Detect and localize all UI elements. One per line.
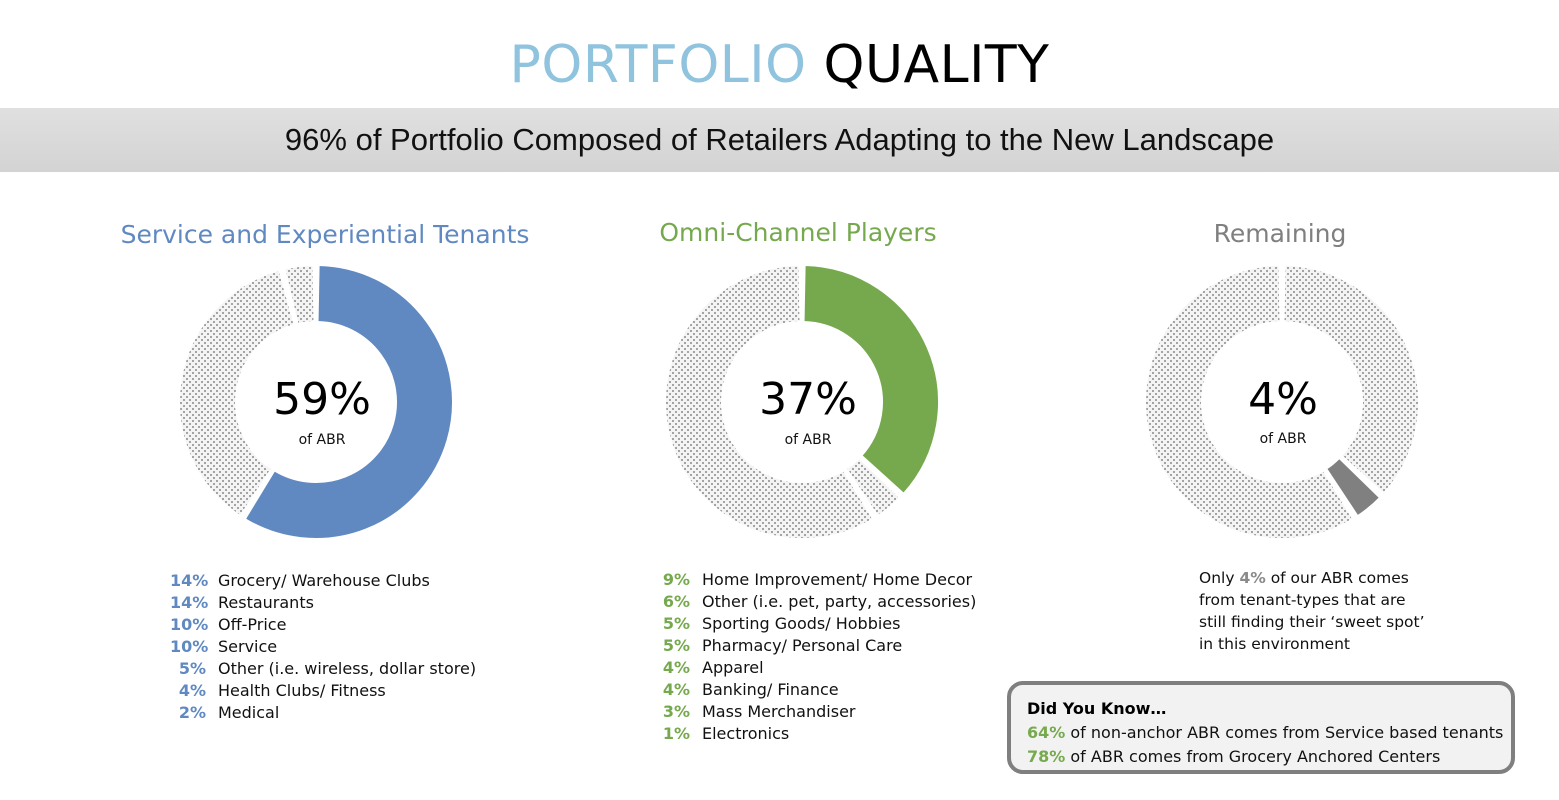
remaining-other-slice xyxy=(1282,264,1420,496)
breakdown-label: Apparel xyxy=(702,658,764,677)
breakdown-row: 10% Off-Price xyxy=(170,614,500,636)
breakdown-label: Off-Price xyxy=(218,615,287,634)
service-breakdown-list: 14% Grocery/ Warehouse Clubs 14% Restaurant… xyxy=(170,570,500,724)
breakdown-value: 5% xyxy=(662,636,690,655)
breakdown-label: Grocery/ Warehouse Clubs xyxy=(218,571,430,590)
remaining-note-suffix: of our ABR comes from tenant-types that … xyxy=(1199,569,1425,653)
breakdown-row: 3% Mass Merchandiser xyxy=(654,701,994,723)
breakdown-label: Mass Merchandiser xyxy=(702,702,856,721)
breakdown-row: 5% Other (i.e. wireless, dollar store) xyxy=(170,658,500,680)
did-you-know-text: of ABR comes from Grocery Anchored Cente… xyxy=(1065,747,1441,766)
breakdown-label: Banking/ Finance xyxy=(702,680,839,699)
breakdown-value: 1% xyxy=(662,724,690,743)
remaining-note-highlight: 4% xyxy=(1239,569,1266,587)
omni-center-label: of ABR xyxy=(784,432,832,448)
service-center-value: 59% xyxy=(273,374,371,425)
breakdown-label: Medical xyxy=(218,703,280,722)
breakdown-label: Other (i.e. wireless, dollar store) xyxy=(218,659,477,678)
breakdown-value: 10% xyxy=(170,637,209,656)
breakdown-row: 5% Pharmacy/ Personal Care xyxy=(654,635,994,657)
breakdown-label: Pharmacy/ Personal Care xyxy=(702,636,903,655)
breakdown-value: 5% xyxy=(662,614,690,633)
breakdown-row: 4% Banking/ Finance xyxy=(654,679,994,701)
did-you-know-line: 64% of non-anchor ABR comes from Service… xyxy=(1027,721,1511,745)
did-you-know-value: 78% xyxy=(1027,747,1066,766)
breakdown-label: Home Improvement/ Home Decor xyxy=(702,570,973,589)
did-you-know-line: 78% of ABR comes from Grocery Anchored C… xyxy=(1027,745,1511,769)
omni-breakdown-list: 9% Home Improvement/ Home Decor 6% Other (i… xyxy=(654,569,994,745)
breakdown-row: 9% Home Improvement/ Home Decor xyxy=(654,569,994,591)
omni-chart-title: Omni-Channel Players xyxy=(659,218,937,247)
remaining-center-label: of ABR xyxy=(1259,431,1307,447)
breakdown-label: Restaurants xyxy=(218,593,314,612)
breakdown-value: 9% xyxy=(662,570,690,589)
remaining-center-value: 4% xyxy=(1248,374,1318,425)
remaining-chart-title: Remaining xyxy=(1213,219,1347,248)
omni-center-value: 37% xyxy=(759,374,857,425)
breakdown-value: 4% xyxy=(662,658,690,677)
breakdown-row: 5% Sporting Goods/ Hobbies xyxy=(654,613,994,635)
breakdown-label: Service xyxy=(218,637,278,656)
breakdown-label: Sporting Goods/ Hobbies xyxy=(702,614,901,633)
page-title-part2: QUALITY xyxy=(823,35,1050,95)
breakdown-value: 14% xyxy=(170,593,209,612)
service-other-slice xyxy=(178,268,296,518)
breakdown-row: 14% Restaurants xyxy=(170,592,500,614)
breakdown-row: 1% Electronics xyxy=(654,723,994,745)
breakdown-value: 6% xyxy=(662,592,690,611)
breakdown-value: 3% xyxy=(662,702,690,721)
page-title-part1: PORTFOLIO xyxy=(509,35,807,95)
breakdown-row: 4% Health Clubs/ Fitness xyxy=(170,680,500,702)
breakdown-value: 14% xyxy=(170,571,209,590)
breakdown-row: 10% Service xyxy=(170,636,500,658)
did-you-know-value: 64% xyxy=(1027,723,1066,742)
breakdown-value: 4% xyxy=(178,681,206,700)
did-you-know-text: of non-anchor ABR comes from Service bas… xyxy=(1065,723,1504,742)
did-you-know-heading: Did You Know… xyxy=(1027,699,1167,718)
omni-highlight-slice xyxy=(802,264,940,496)
omni-other-slice xyxy=(844,456,902,518)
service-highlight-slice xyxy=(243,264,454,540)
breakdown-value: 10% xyxy=(170,615,209,634)
banner: 96% of Portfolio Composed of Retailers A… xyxy=(0,108,1559,172)
breakdown-value: 5% xyxy=(178,659,206,678)
breakdown-label: Electronics xyxy=(702,724,790,743)
breakdown-label: Other (i.e. pet, party, accessories) xyxy=(702,592,977,611)
remaining-other-slice xyxy=(1143,264,1355,540)
breakdown-row: 2% Medical xyxy=(170,702,500,724)
breakdown-row: 14% Grocery/ Warehouse Clubs xyxy=(170,570,500,592)
remaining-note-prefix: Only xyxy=(1199,569,1240,587)
service-other-slice xyxy=(283,264,316,326)
breakdown-label: Health Clubs/ Fitness xyxy=(218,681,386,700)
breakdown-row: 6% Other (i.e. pet, party, accessories) xyxy=(654,591,994,613)
breakdown-row: 4% Apparel xyxy=(654,657,994,679)
service-center-label: of ABR xyxy=(298,432,346,448)
banner-text: 96% of Portfolio Composed of Retailers A… xyxy=(284,122,1275,157)
page-title: PORTFOLIO QUALITY xyxy=(0,30,1559,100)
service-chart-title: Service and Experiential Tenants xyxy=(120,220,530,249)
breakdown-value: 4% xyxy=(662,680,690,699)
remaining-note: Only 4% of our ABR comes from tenant-typ… xyxy=(1199,567,1429,655)
omni-other-slice xyxy=(664,264,875,540)
remaining-highlight-slice xyxy=(1324,456,1382,518)
did-you-know-box: Did You Know… 64% of non-anchor ABR come… xyxy=(1007,681,1515,774)
breakdown-value: 2% xyxy=(178,703,206,722)
